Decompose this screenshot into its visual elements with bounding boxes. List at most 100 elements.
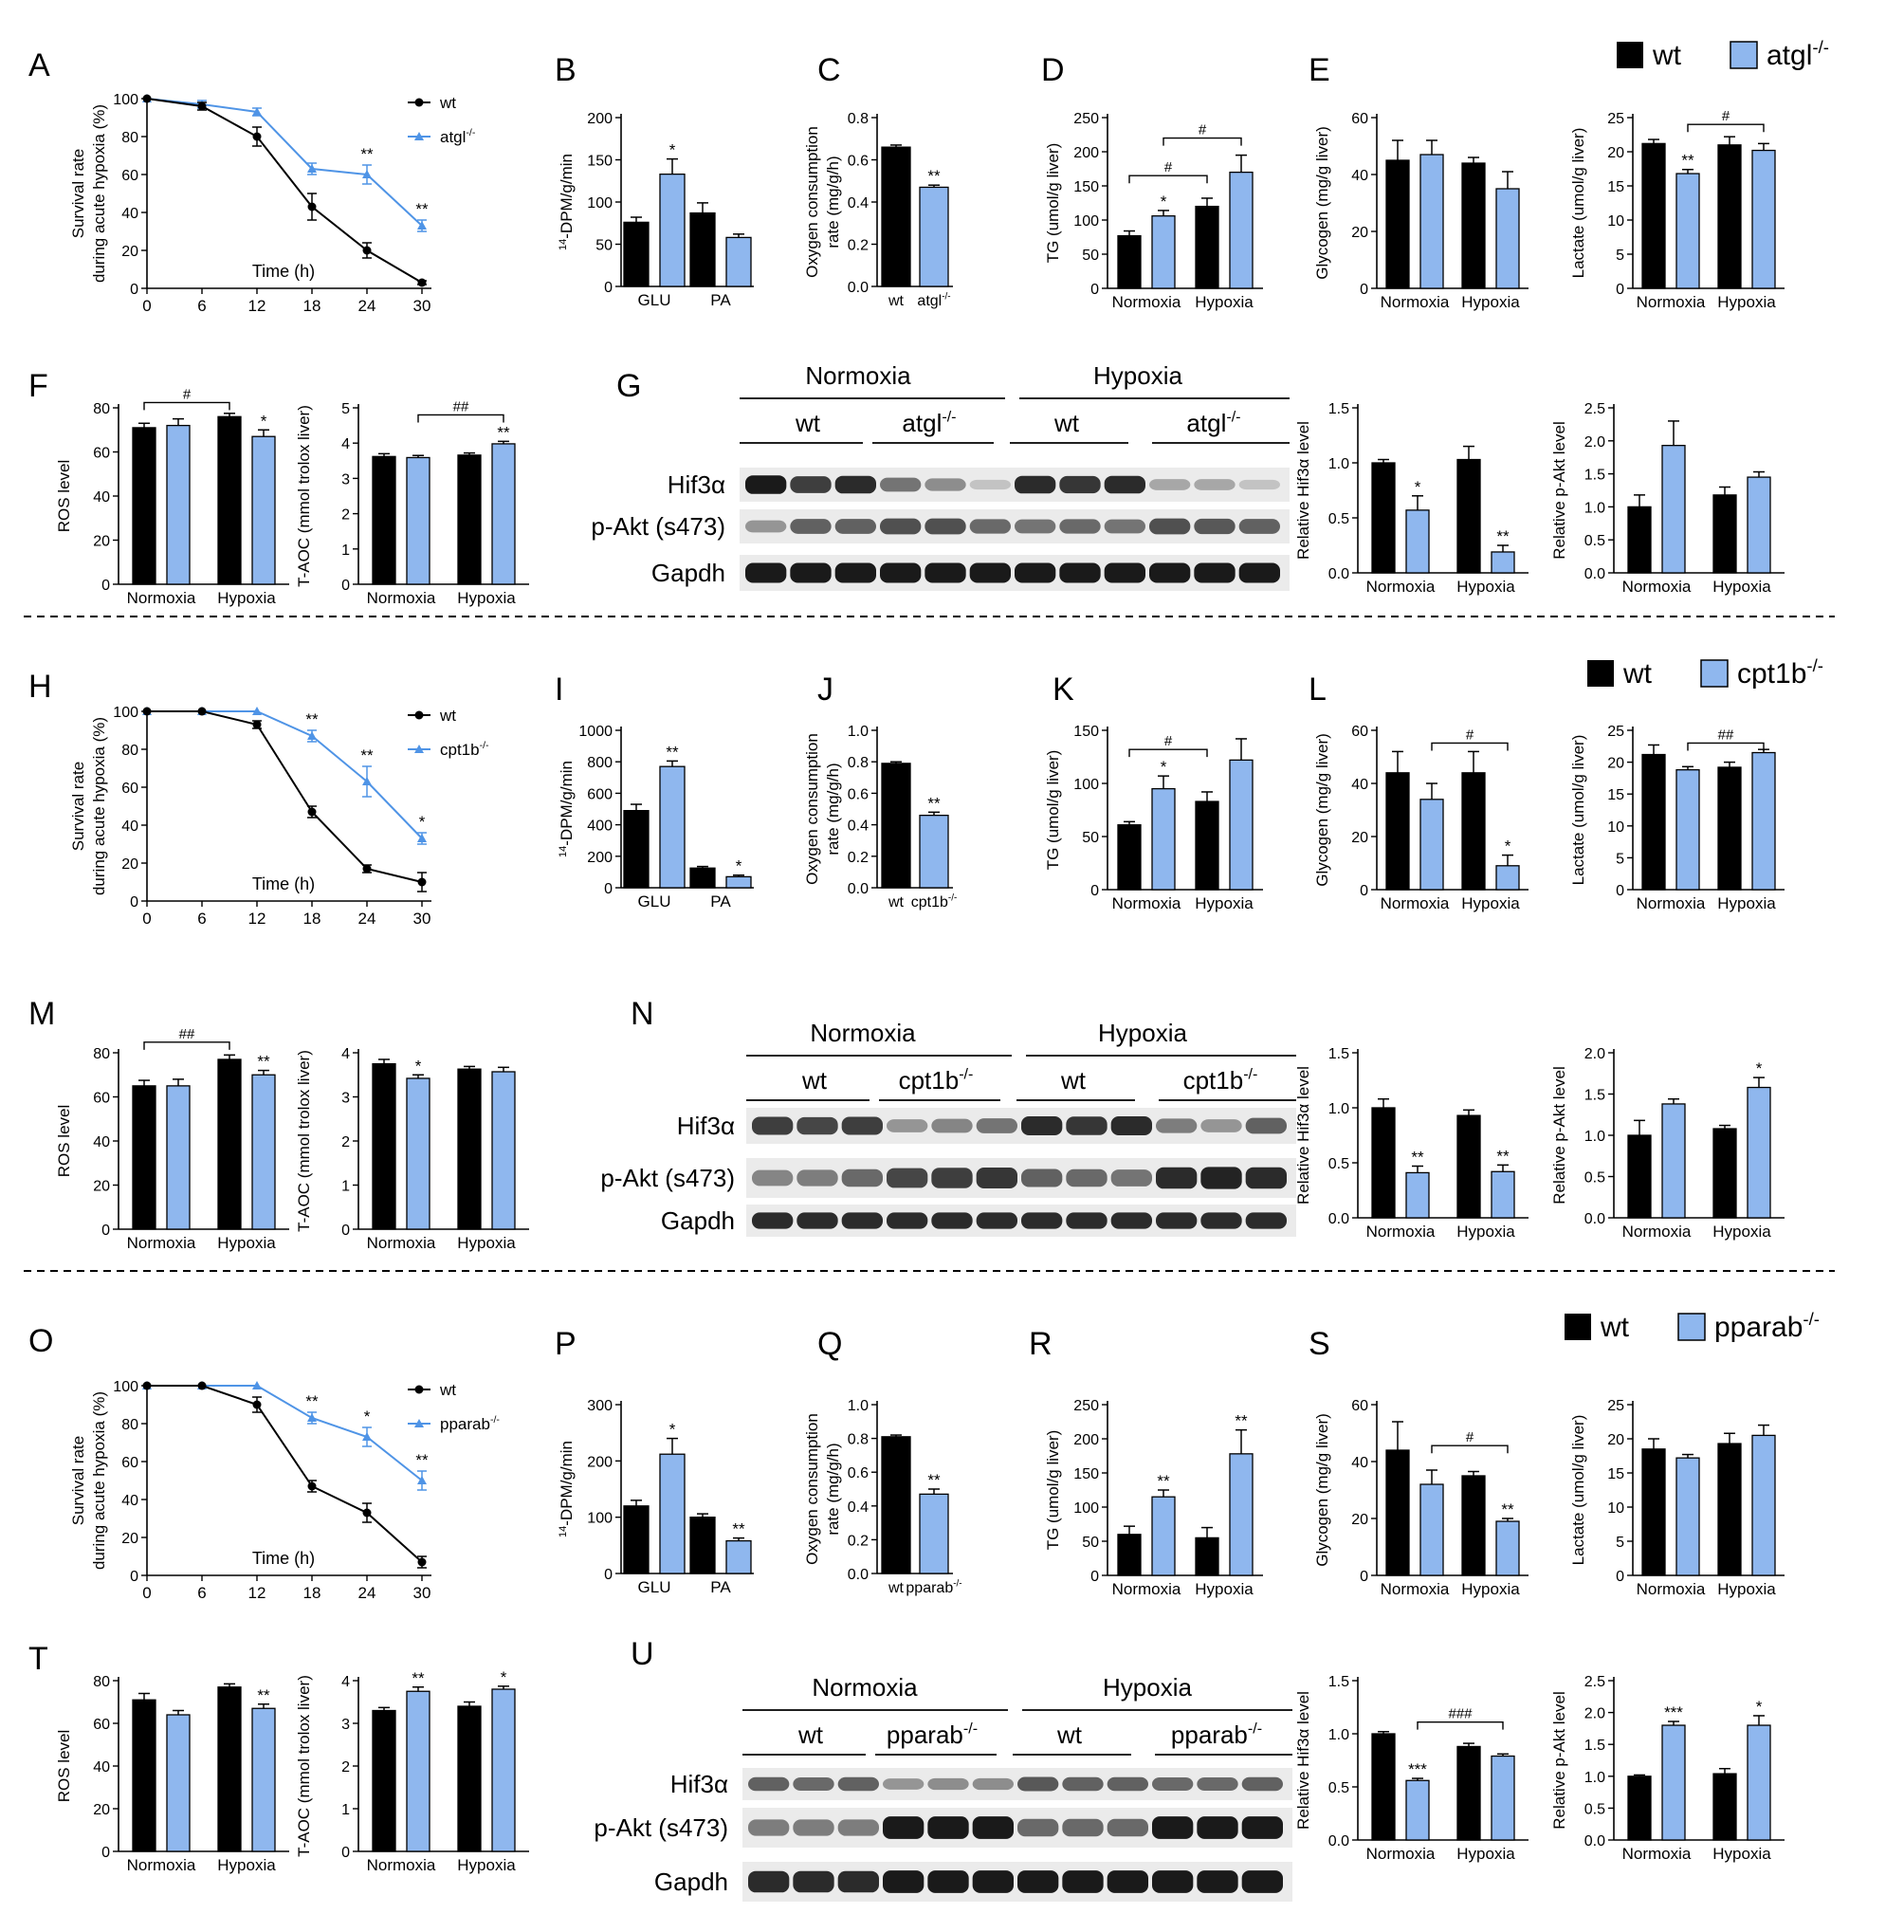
bar (1117, 1534, 1142, 1576)
x-tick-label: GLU (638, 291, 671, 309)
data-point (307, 164, 317, 173)
y-tick-label: 100 (587, 1511, 613, 1527)
blot-band (1021, 1116, 1063, 1135)
chart-D: 0 50 100 150 200 250 TG (umol/g liver) Normoxia… (1044, 111, 1263, 311)
y-tick-label: 0.0 (1328, 1833, 1349, 1849)
y-tick-label: 1.5 (1328, 401, 1349, 417)
data-point (362, 1508, 372, 1518)
blot-band (925, 518, 966, 535)
y-tick-label: 0.0 (1328, 1211, 1349, 1227)
panel-letter-S: S (1309, 1326, 1330, 1362)
legend-label-wt: wt (1652, 40, 1682, 71)
bar (1461, 772, 1486, 891)
blot-band (796, 1116, 838, 1135)
legend-swatch-wt (1587, 660, 1614, 687)
legend-marker-mutant (414, 1419, 424, 1427)
legend-marker-wt (414, 710, 424, 720)
y-tick-label: 150 (1073, 179, 1099, 195)
blot-band (793, 1776, 834, 1792)
blot-band (796, 1212, 838, 1229)
bar (217, 1686, 242, 1852)
x-tick-label: 6 (197, 297, 206, 315)
significance-mark: ** (1235, 1412, 1248, 1430)
y-tick-label: 20 (1607, 145, 1624, 161)
y-tick-label: 0.5 (1584, 533, 1605, 549)
y-axis-label: rate (mg/g/h) (824, 156, 842, 248)
y-tick-label: 40 (1351, 168, 1368, 184)
y-axis-label: Relative Hif3α level (1294, 421, 1312, 560)
x-tick-label: Normoxia (1366, 1223, 1436, 1241)
y-tick-label: 1.0 (1584, 1129, 1605, 1145)
blot-band (887, 1168, 928, 1188)
chart-S: 0 20 40 60 Glycogen (mg/g liver) Normoxia Hypo… (1313, 1398, 1529, 1598)
bar (1661, 1724, 1686, 1841)
genotype-legend: wt pparab-/- (1565, 1309, 1820, 1343)
section-dividers (24, 616, 1835, 1272)
bar (1405, 1779, 1430, 1841)
blot-band (748, 1776, 790, 1792)
bar (725, 236, 752, 287)
y-tick-label: 80 (93, 1046, 110, 1062)
y-axis-label: during acute hypoxia (%) (90, 717, 108, 895)
x-tick-label: 12 (248, 910, 266, 928)
blot-band (969, 519, 1011, 534)
comparison-bracket (143, 401, 230, 411)
y-tick-label: 2.0 (1584, 1046, 1605, 1062)
bar (1712, 494, 1737, 574)
chart-bar: 0.0 0.5 1.0 1.5 2.0 2.5 Relative p-Akt level No… (1550, 401, 1785, 596)
y-tick-label: 0 (101, 578, 110, 594)
bar (217, 1058, 242, 1230)
x-tick-label: Hypoxia (1717, 894, 1776, 912)
comparison-bracket (1163, 137, 1242, 146)
blot-band (1059, 562, 1101, 583)
bar (1717, 144, 1742, 289)
x-tick-label: Normoxia (1112, 293, 1181, 311)
data-point (417, 278, 427, 287)
significance-mark: * (501, 1668, 507, 1686)
y-tick-label: 100 (113, 705, 138, 721)
y-tick-label: 80 (93, 1674, 110, 1690)
blot-row-label: Gapdh (654, 1868, 728, 1896)
y-tick-label: 800 (587, 755, 613, 771)
bar (1491, 551, 1515, 574)
y-tick-label: 60 (93, 1717, 110, 1733)
y-tick-label: 0 (604, 1567, 613, 1583)
chart-C: 0.0 0.2 0.4 0.6 0.8 Oxygen consumption rate (m… (803, 111, 953, 309)
significance-mark: ** (415, 1451, 429, 1469)
bar (217, 415, 242, 585)
bar (1229, 1453, 1254, 1576)
bar (881, 763, 911, 889)
y-tick-label: 150 (1073, 724, 1099, 740)
x-tick-label: Normoxia (127, 589, 196, 607)
x-axis-label: Time (h) (252, 1549, 315, 1568)
bar (1195, 800, 1219, 891)
y-tick-label: 10 (1607, 1500, 1624, 1517)
bracket-label: ## (179, 1026, 195, 1042)
blot-band (1241, 1776, 1283, 1792)
bar (1419, 1483, 1444, 1576)
x-tick-label: wt (888, 894, 905, 911)
panel-letter-I: I (555, 672, 563, 708)
bar (1229, 759, 1254, 891)
x-tick-label: Normoxia (1366, 578, 1436, 596)
significance-mark: *** (1664, 1703, 1683, 1721)
panel-letter-T: T (28, 1641, 48, 1677)
y-tick-label: 1.0 (1584, 500, 1605, 516)
blot-band (1152, 1870, 1194, 1893)
x-tick-label: 12 (248, 297, 266, 315)
significance-mark: ** (666, 743, 679, 761)
y-tick-label: 4 (341, 1674, 350, 1690)
bracket-label: ## (453, 398, 469, 414)
blot-band (976, 1118, 1017, 1133)
y-tick-label: 0 (341, 1845, 350, 1861)
bar (1229, 171, 1254, 289)
bracket-label: ### (1448, 1706, 1473, 1722)
bar (919, 186, 949, 287)
comparison-bracket (1128, 175, 1208, 184)
y-axis-label: ROS level (55, 1105, 73, 1178)
y-tick-label: 0.6 (848, 154, 869, 170)
bar (132, 427, 156, 585)
x-tick-label: 24 (358, 910, 376, 928)
chart-K: 0 50 100 150 TG (umol/g liver) Normoxia * Hypox… (1044, 724, 1263, 912)
bar (166, 424, 191, 585)
